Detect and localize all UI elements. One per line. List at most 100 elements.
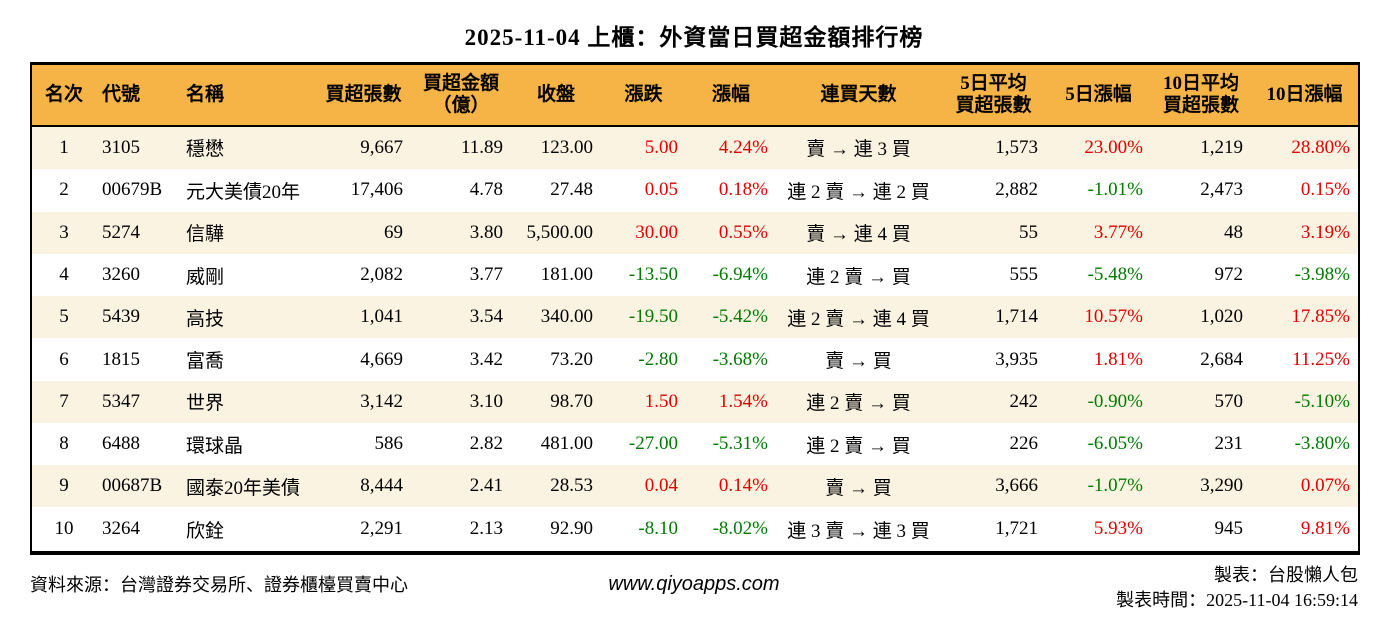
report-page: 2025-11-04 上櫃：外資當日買超金額排行榜 名次 代號 名稱 買超張數 買超金額… bbox=[0, 18, 1388, 613]
cell-pct5: -6.05% bbox=[1087, 433, 1143, 455]
cell-code: 5274 bbox=[102, 221, 140, 243]
cell-avg5_volume: 555 bbox=[1009, 264, 1039, 285]
cell-streak: 連 2 賣 → 買 bbox=[806, 435, 911, 457]
cell-change_pct: -3.68% bbox=[712, 348, 768, 370]
col-header-volume: 買超張數 bbox=[316, 63, 411, 127]
cell-amount: 2.82 bbox=[469, 433, 503, 455]
cell-pct10: 17.85% bbox=[1291, 306, 1350, 328]
cell-change: -2.80 bbox=[638, 348, 678, 370]
made-time-text: 製表時間：2025-11-04 16:59:14 bbox=[1116, 590, 1358, 611]
cell-rank: 6 bbox=[59, 348, 69, 370]
cell-close: 340.00 bbox=[540, 306, 593, 328]
col-header-rank: 名次 bbox=[31, 63, 96, 127]
cell-amount: 3.77 bbox=[469, 264, 503, 285]
cell-volume: 8,444 bbox=[360, 475, 403, 497]
cell-avg5_volume: 55 bbox=[1019, 221, 1038, 243]
cell-pct10: 11.25% bbox=[1292, 348, 1350, 370]
table-row: 5 5439 高技 1,041 3.54 340.00 -19.50 -5.42% 連 2 賣 … bbox=[31, 296, 1359, 339]
cell-volume: 17,406 bbox=[350, 179, 403, 201]
cell-streak: 連 3 賣 → 連 3 買 bbox=[787, 520, 930, 542]
cell-change_pct: -5.42% bbox=[712, 306, 768, 328]
cell-name: 富喬 bbox=[186, 351, 225, 373]
cell-close: 181.00 bbox=[540, 264, 593, 285]
cell-avg10_volume: 945 bbox=[1214, 518, 1244, 540]
cell-change: -19.50 bbox=[628, 306, 678, 328]
cell-rank: 9 bbox=[59, 475, 69, 497]
col-header-code: 代號 bbox=[96, 63, 176, 127]
cell-name: 元大美債20年 bbox=[186, 181, 301, 203]
table-row: 3 5274 信驊 69 3.80 5,500.00 30.00 0.55% 賣 → 連 4 買… bbox=[31, 211, 1359, 254]
col-header-pct5: 5日漲幅 bbox=[1046, 63, 1151, 127]
cell-avg10_volume: 972 bbox=[1214, 264, 1244, 285]
cell-code: 3105 bbox=[102, 136, 140, 158]
cell-pct10: -3.80% bbox=[1294, 433, 1350, 455]
col-header-change_pct: 漲幅 bbox=[686, 63, 776, 127]
table-row: 9 00687B 國泰20年美債 8,444 2.41 28.53 0.04 0.14% 賣 →… bbox=[31, 465, 1359, 508]
cell-avg10_volume: 231 bbox=[1214, 433, 1244, 455]
cell-streak: 連 2 賣 → 連 4 買 bbox=[787, 308, 930, 330]
footer: 資料來源：台灣證券交易所、證券櫃檯買賣中心 www.qiyoapps.com 製… bbox=[30, 563, 1358, 613]
cell-change: -13.50 bbox=[628, 264, 678, 285]
cell-code: 00687B bbox=[102, 475, 163, 497]
header-row: 名次 代號 名稱 買超張數 買超金額 （億） 收盤 漲跌 漲幅 連買天數 5日平均 買超張數 5日漲… bbox=[31, 63, 1359, 127]
cell-change_pct: 0.14% bbox=[718, 475, 768, 497]
table-row: 1 3105 穩懋 9,667 11.89 123.00 5.00 4.24% 賣 → 連 3 … bbox=[31, 125, 1359, 170]
cell-volume: 2,082 bbox=[360, 264, 403, 285]
cell-change: 1.50 bbox=[644, 390, 678, 412]
cell-streak: 連 2 賣 → 買 bbox=[806, 393, 911, 415]
cell-code: 1815 bbox=[102, 348, 140, 370]
cell-amount: 3.54 bbox=[469, 306, 503, 328]
ranking-table: 名次 代號 名稱 買超張數 買超金額 （億） 收盤 漲跌 漲幅 連買天數 5日平均 買超張數 5日漲… bbox=[30, 62, 1360, 555]
cell-name: 世界 bbox=[186, 393, 225, 415]
cell-streak: 賣 → 買 bbox=[825, 477, 892, 499]
cell-avg10_volume: 570 bbox=[1214, 390, 1244, 412]
cell-pct10: 28.80% bbox=[1291, 136, 1350, 158]
cell-pct10: -5.10% bbox=[1294, 390, 1350, 412]
cell-rank: 3 bbox=[59, 221, 69, 243]
cell-change: -8.10 bbox=[638, 518, 678, 540]
credit-block: 製表：台股懶人包 製表時間：2025-11-04 16:59:14 bbox=[1116, 563, 1358, 613]
cell-name: 國泰20年美債 bbox=[186, 477, 301, 499]
cell-change_pct: 0.55% bbox=[718, 221, 768, 243]
cell-avg10_volume: 1,020 bbox=[1200, 306, 1243, 328]
cell-change: -27.00 bbox=[628, 433, 678, 455]
cell-pct5: 3.77% bbox=[1093, 221, 1143, 243]
cell-close: 28.53 bbox=[550, 475, 593, 497]
table-row: 10 3264 欣銓 2,291 2.13 92.90 -8.10 -8.02% 連 3 賣 →… bbox=[31, 507, 1359, 553]
maker-text: 製表：台股懶人包 bbox=[1214, 565, 1358, 585]
page-title: 2025-11-04 上櫃：外資當日買超金額排行榜 bbox=[464, 25, 924, 50]
cell-amount: 4.78 bbox=[469, 179, 503, 201]
cell-change: 0.04 bbox=[644, 475, 678, 497]
cell-avg10_volume: 1,219 bbox=[1200, 136, 1243, 158]
cell-close: 98.70 bbox=[550, 390, 593, 412]
cell-name: 穩懋 bbox=[186, 139, 225, 161]
cell-name: 環球晶 bbox=[186, 435, 244, 457]
cell-volume: 3,142 bbox=[360, 390, 403, 412]
table-row: 6 1815 富喬 4,669 3.42 73.20 -2.80 -3.68% 賣 → 買 3,9… bbox=[31, 338, 1359, 381]
cell-change_pct: 1.54% bbox=[718, 390, 768, 412]
cell-rank: 10 bbox=[54, 518, 74, 540]
cell-rank: 2 bbox=[59, 179, 69, 201]
cell-name: 信驊 bbox=[186, 224, 225, 246]
col-header-amount: 買超金額 （億） bbox=[411, 63, 511, 127]
cell-code: 6488 bbox=[102, 433, 140, 455]
cell-avg5_volume: 242 bbox=[1009, 390, 1039, 412]
table-row: 4 3260 威剛 2,082 3.77 181.00 -13.50 -6.94% 連 2 賣 … bbox=[31, 253, 1359, 297]
cell-code: 5439 bbox=[102, 306, 140, 328]
cell-amount: 11.89 bbox=[460, 136, 503, 158]
cell-amount: 2.13 bbox=[469, 518, 503, 540]
cell-code: 5347 bbox=[102, 390, 140, 412]
cell-volume: 4,669 bbox=[360, 348, 403, 370]
data-source-text: 資料來源：台灣證券交易所、證券櫃檯買賣中心 bbox=[30, 575, 408, 595]
cell-avg5_volume: 226 bbox=[1009, 433, 1039, 455]
col-header-avg10_volume: 10日平均 買超張數 bbox=[1151, 63, 1251, 127]
cell-pct10: 0.15% bbox=[1300, 179, 1350, 201]
cell-pct5: -1.07% bbox=[1087, 475, 1143, 497]
col-header-close: 收盤 bbox=[511, 63, 601, 127]
cell-rank: 8 bbox=[59, 433, 69, 455]
cell-volume: 586 bbox=[374, 433, 404, 455]
cell-pct5: 23.00% bbox=[1084, 136, 1143, 158]
col-header-streak: 連買天數 bbox=[776, 63, 941, 127]
cell-close: 27.48 bbox=[550, 179, 593, 201]
cell-rank: 5 bbox=[59, 306, 69, 328]
